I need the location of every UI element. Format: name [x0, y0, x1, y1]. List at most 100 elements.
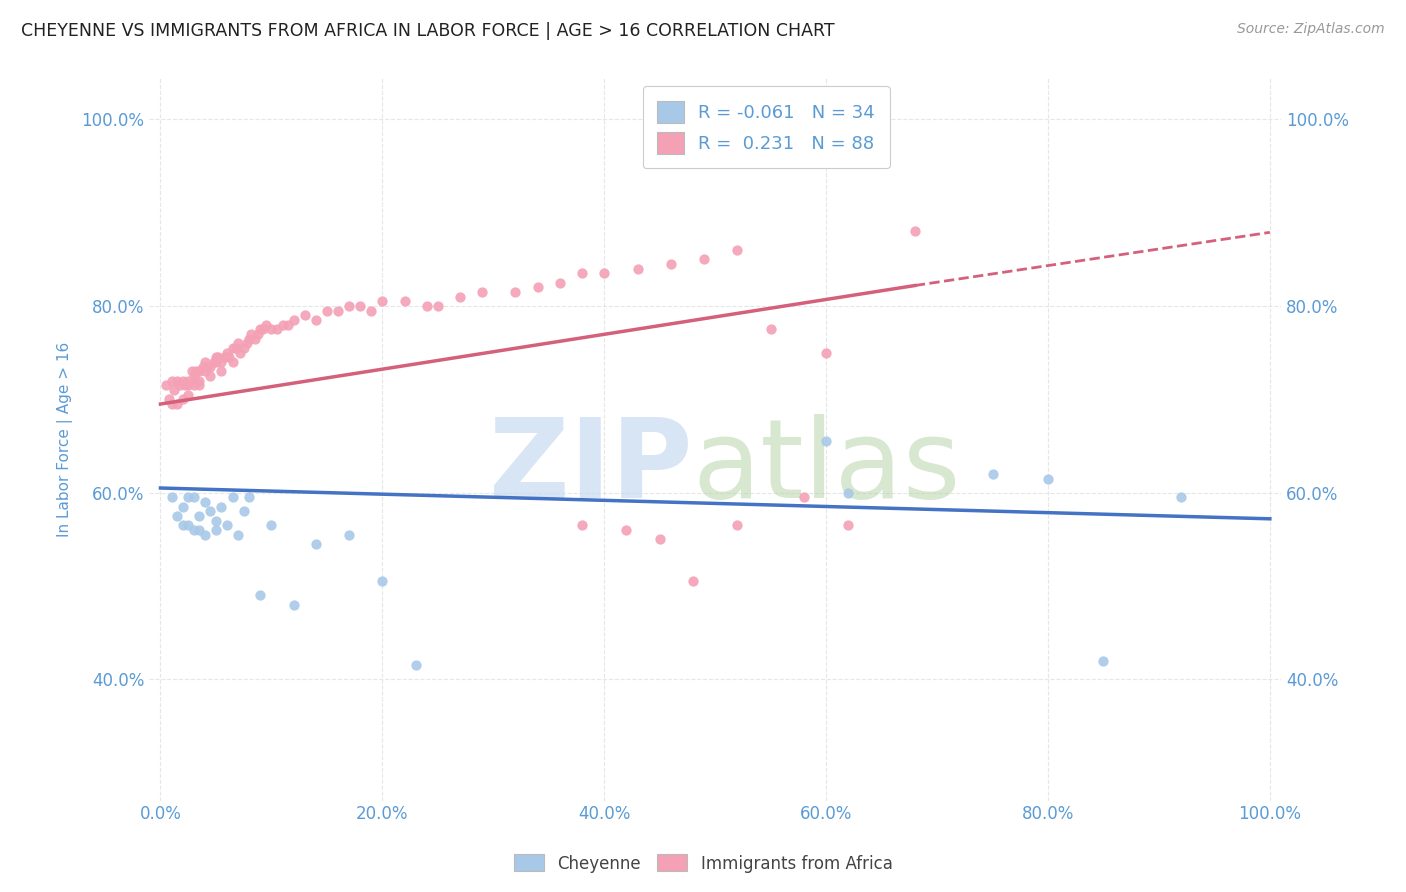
Point — [215, 345, 238, 359]
Point — [693, 252, 716, 267]
Point — [759, 322, 782, 336]
Point — [173, 378, 195, 392]
Point — [337, 299, 360, 313]
Text: Source: ZipAtlas.com: Source: ZipAtlas.com — [1237, 22, 1385, 37]
Point — [371, 294, 394, 309]
Point — [200, 369, 222, 384]
Point — [904, 224, 927, 238]
Point — [180, 364, 202, 378]
Point — [205, 351, 228, 365]
Point — [793, 491, 815, 505]
Point — [837, 518, 859, 533]
Point — [221, 341, 243, 355]
Point — [236, 336, 259, 351]
Point — [725, 243, 748, 257]
Point — [211, 355, 233, 369]
Point — [177, 491, 200, 505]
Legend: R = -0.061   N = 34, R =  0.231   N = 88: R = -0.061 N = 34, R = 0.231 N = 88 — [643, 87, 890, 169]
Point — [188, 364, 211, 378]
Point — [194, 355, 217, 369]
Point — [194, 495, 217, 509]
Point — [188, 508, 211, 523]
Point — [229, 345, 252, 359]
Point — [981, 467, 1004, 481]
Point — [172, 500, 194, 514]
Text: ZIP: ZIP — [489, 415, 693, 522]
Point — [682, 574, 704, 589]
Point — [1036, 472, 1059, 486]
Point — [177, 374, 200, 388]
Point — [194, 364, 217, 378]
Point — [240, 326, 263, 341]
Point — [183, 491, 205, 505]
Point — [371, 574, 394, 589]
Point — [505, 285, 527, 299]
Point — [155, 378, 177, 392]
Point — [205, 514, 228, 528]
Point — [315, 303, 337, 318]
Point — [200, 359, 222, 374]
Point — [160, 374, 183, 388]
Point — [648, 533, 671, 547]
Point — [326, 303, 349, 318]
Point — [337, 527, 360, 541]
Point — [260, 322, 283, 336]
Point — [221, 355, 243, 369]
Point — [188, 378, 211, 392]
Point — [1092, 654, 1115, 668]
Point — [283, 313, 305, 327]
Point — [571, 518, 593, 533]
Point — [194, 527, 217, 541]
Point — [360, 303, 382, 318]
Point — [394, 294, 416, 309]
Point — [815, 345, 838, 359]
Point — [166, 397, 188, 411]
Point — [626, 261, 648, 276]
Point — [471, 285, 494, 299]
Point — [215, 518, 238, 533]
Text: CHEYENNE VS IMMIGRANTS FROM AFRICA IN LABOR FORCE | AGE > 16 CORRELATION CHART: CHEYENNE VS IMMIGRANTS FROM AFRICA IN LA… — [21, 22, 835, 40]
Point — [225, 341, 247, 355]
Point — [166, 508, 188, 523]
Point — [172, 374, 194, 388]
Point — [157, 392, 180, 407]
Point — [183, 523, 205, 537]
Point — [207, 351, 229, 365]
Point — [205, 523, 228, 537]
Point — [202, 355, 225, 369]
Point — [271, 318, 294, 332]
Point — [172, 392, 194, 407]
Point — [177, 518, 200, 533]
Point — [218, 351, 240, 365]
Point — [616, 523, 638, 537]
Point — [183, 374, 205, 388]
Point — [254, 318, 277, 332]
Point — [277, 318, 299, 332]
Point — [426, 299, 449, 313]
Point — [232, 504, 254, 518]
Point — [191, 359, 214, 374]
Point — [305, 537, 328, 551]
Point — [160, 491, 183, 505]
Point — [725, 518, 748, 533]
Point — [837, 485, 859, 500]
Point — [815, 434, 838, 449]
Point — [593, 267, 616, 281]
Point — [166, 374, 188, 388]
Point — [294, 309, 316, 323]
Point — [305, 313, 328, 327]
Point — [163, 383, 186, 397]
Point — [659, 257, 682, 271]
Point — [172, 518, 194, 533]
Point — [349, 299, 371, 313]
Point — [226, 336, 249, 351]
Point — [416, 299, 439, 313]
Point — [177, 378, 200, 392]
Point — [214, 351, 236, 365]
Point — [238, 491, 260, 505]
Point — [183, 378, 205, 392]
Point — [232, 341, 254, 355]
Point — [548, 276, 571, 290]
Point — [243, 332, 266, 346]
Point — [195, 359, 218, 374]
